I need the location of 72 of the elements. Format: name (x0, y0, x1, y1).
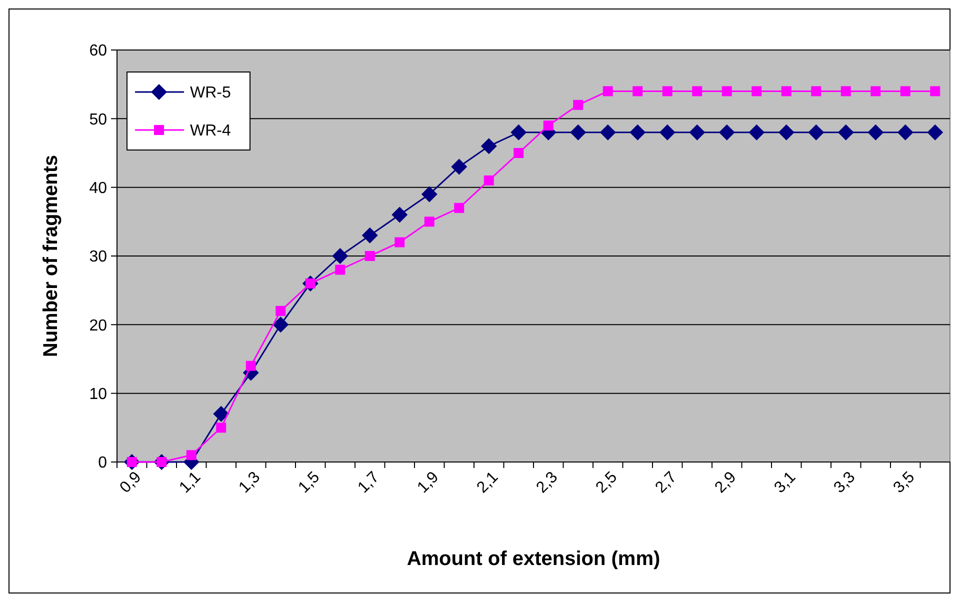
point (186, 450, 196, 460)
point (454, 202, 464, 213)
y-tick-label: 30 (89, 248, 108, 266)
point (424, 216, 434, 227)
point (335, 264, 346, 275)
point (573, 100, 584, 110)
point (930, 86, 940, 96)
point (276, 306, 286, 316)
point (510, 124, 527, 140)
point (808, 124, 824, 140)
x-tick-label: 1,7 (354, 468, 383, 497)
point (748, 124, 765, 140)
y-tick-label: 20 (89, 317, 108, 334)
point (840, 86, 851, 96)
point (781, 86, 792, 96)
point (480, 138, 497, 154)
point (332, 248, 348, 264)
x-tick-label: 1,5 (295, 468, 324, 497)
point (216, 422, 226, 433)
point (632, 86, 643, 96)
point (602, 86, 613, 96)
point (900, 86, 910, 96)
point (927, 124, 944, 140)
x-tick-label: 3,3 (830, 468, 859, 497)
point (484, 175, 494, 186)
point (870, 86, 881, 96)
legend-label: WR-4 (190, 122, 231, 140)
point (392, 206, 408, 223)
x-tick-label: 1,3 (236, 468, 264, 497)
point (659, 124, 676, 140)
y-tick-label: 60 (89, 42, 108, 60)
point (272, 316, 289, 333)
y-tick-label: 40 (89, 180, 108, 197)
y-tick-label: 50 (89, 111, 108, 128)
point (689, 124, 706, 140)
x-tick-label: 1,9 (414, 468, 442, 497)
y-tick-label: 0 (98, 454, 108, 472)
point (394, 237, 405, 248)
point (364, 251, 375, 261)
x-tick-label: 2,9 (712, 468, 740, 497)
point (722, 86, 732, 96)
point (868, 124, 884, 140)
y-tick-label: 10 (89, 386, 108, 403)
point (451, 158, 468, 175)
point (838, 124, 854, 140)
point (630, 124, 646, 140)
point (718, 124, 735, 140)
point (514, 148, 524, 158)
point (811, 86, 822, 96)
point (662, 86, 672, 96)
y-axis-title: Number of fragments (40, 154, 62, 358)
point (362, 227, 378, 244)
x-tick-label: 3,1 (771, 468, 800, 497)
x-tick-label: 2,1 (474, 468, 502, 497)
point (543, 120, 554, 131)
point (213, 406, 230, 422)
x-tick-label: 3,5 (890, 468, 918, 497)
legend-label: WR-5 (190, 84, 231, 102)
point (778, 124, 794, 140)
x-tick-label: 0,9 (116, 468, 145, 497)
x-tick-label: 1,1 (176, 468, 204, 497)
point (570, 124, 586, 140)
point (246, 360, 256, 371)
point (421, 186, 438, 202)
point (752, 86, 762, 96)
x-tick-label: 2,3 (533, 468, 562, 497)
point (692, 86, 702, 96)
point (897, 124, 914, 140)
x-axis-title: Amount of extension (mm) (406, 548, 660, 570)
x-tick-label: 2,5 (592, 468, 621, 497)
x-tick-label: 2,7 (652, 468, 680, 497)
point (600, 124, 616, 140)
